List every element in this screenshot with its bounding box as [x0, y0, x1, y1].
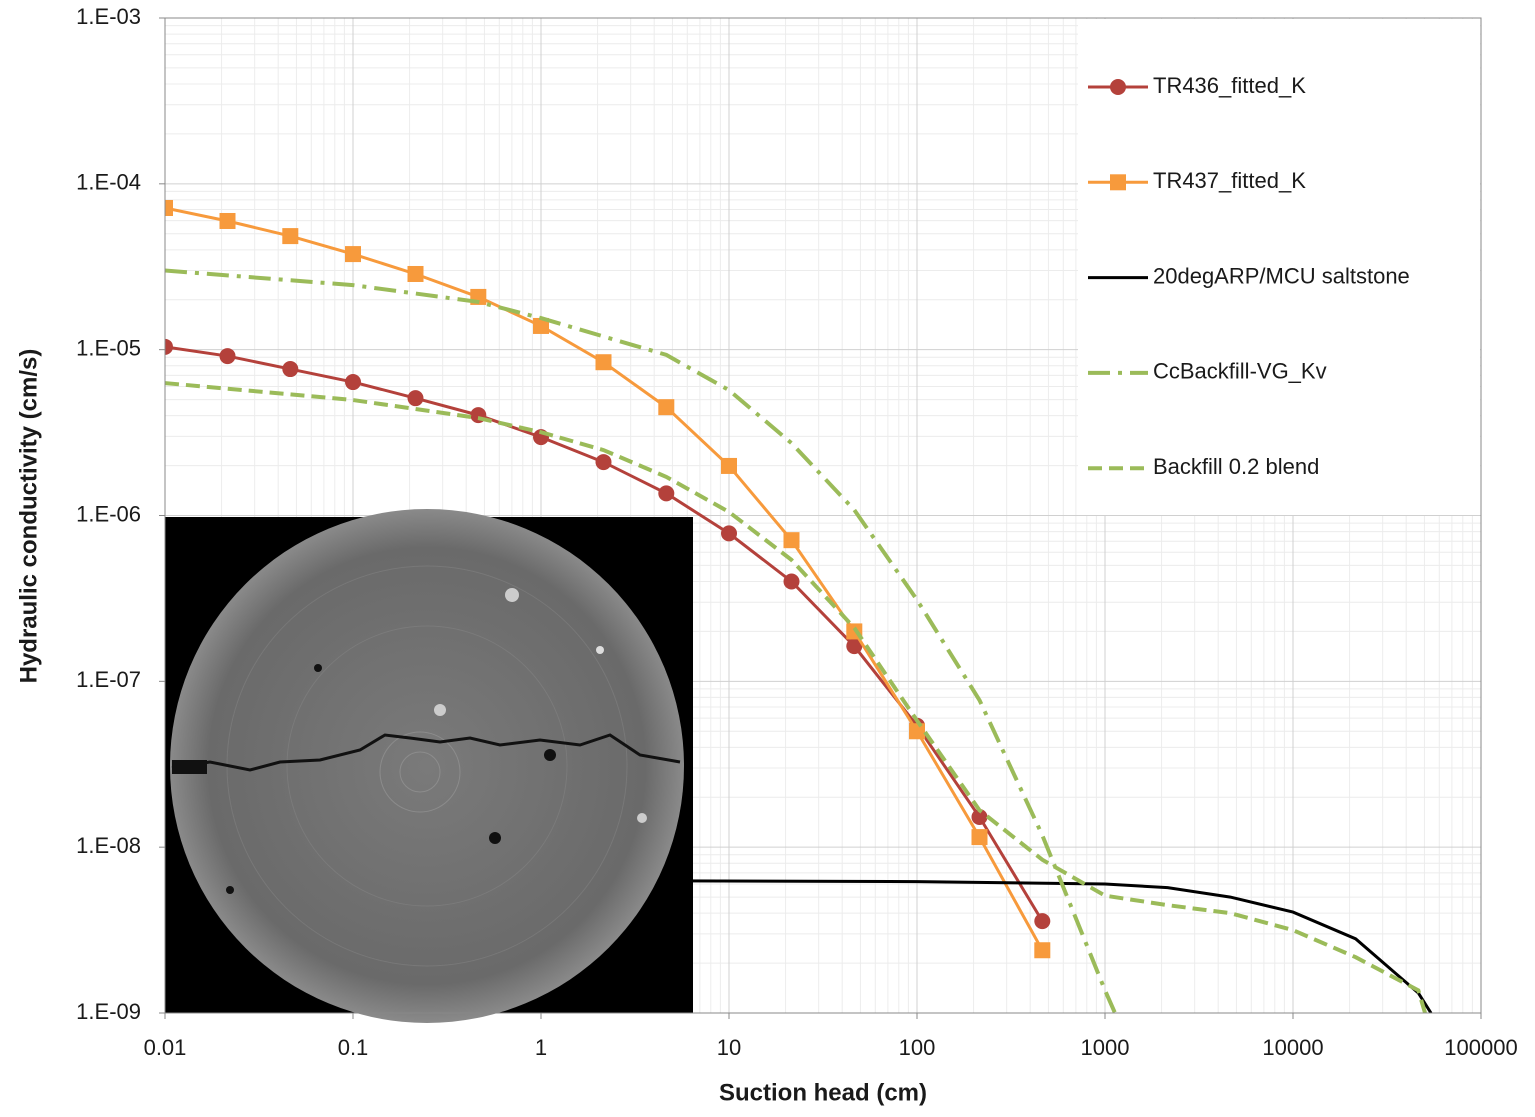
point: [721, 457, 737, 474]
x-tick-label: 1: [535, 1035, 547, 1060]
x-tick-label: 10000: [1262, 1035, 1323, 1060]
series-line: [165, 381, 1427, 1013]
x-tick-label: 10: [717, 1035, 741, 1060]
point: [407, 390, 424, 407]
point: [721, 525, 737, 542]
point: [407, 265, 424, 282]
plot-border: [164, 17, 1482, 1014]
legend-label: Backfill 0.2 blend: [1153, 454, 1319, 479]
series-line: [165, 877, 1433, 1013]
series-line: [165, 268, 1117, 1013]
point: [345, 246, 361, 263]
point: [658, 485, 675, 502]
y-tick-label: 1.E-06: [76, 501, 141, 526]
point: [533, 317, 549, 334]
point: [658, 399, 675, 416]
legend: TR436_fitted_K TR437_fitted_K 20degARP/MCU…: [1088, 73, 1410, 479]
point: [1034, 913, 1051, 930]
legend-label: TR437_fitted_K: [1153, 168, 1306, 193]
x-tick-label: 0.01: [144, 1035, 187, 1060]
x-tick-label: 100: [899, 1035, 936, 1060]
point: [909, 723, 925, 740]
point: [282, 228, 299, 245]
point: [219, 348, 236, 365]
point: [219, 212, 236, 229]
y-axis-title: Hydraulic conductivity (cm/s): [15, 349, 42, 684]
y-tick-label: 1.E-09: [76, 999, 141, 1024]
legend-label: TR436_fitted_K: [1153, 73, 1306, 98]
y-tick-label: 1.E-03: [76, 4, 141, 29]
y-tick-label: 1.E-08: [76, 833, 141, 858]
point: [165, 338, 173, 355]
y-tick-label: 1.E-07: [76, 667, 141, 692]
y-tick-label: 1.E-04: [76, 170, 141, 195]
point: [971, 809, 988, 826]
point: [846, 638, 863, 655]
y-tick-label: 1.E-05: [76, 335, 141, 360]
legend-label: CcBackfill-VG_Kv: [1153, 359, 1327, 384]
point: [165, 199, 173, 216]
point: [282, 361, 299, 378]
legend-label: 20degARP/MCU saltstone: [1153, 263, 1410, 288]
point: [1110, 79, 1126, 95]
x-axis-title: Suction head (cm): [719, 1079, 927, 1106]
axes: 0.01 0.1 1 10 100 1000 10000 100000 1.E-09 1.E-08…: [76, 4, 1518, 1060]
inset-image: [165, 509, 693, 1023]
point: [971, 829, 988, 846]
x-tick-label: 0.1: [338, 1035, 369, 1060]
x-tick-label: 100000: [1444, 1035, 1517, 1060]
point: [783, 573, 800, 590]
plot-lines: [165, 199, 1433, 1013]
legend-box: [1078, 19, 1480, 515]
point: [783, 532, 800, 549]
point: [595, 354, 612, 371]
point: [595, 454, 612, 471]
point: [1034, 942, 1051, 959]
point: [345, 374, 361, 391]
x-tick-label: 1000: [1081, 1035, 1130, 1060]
point: [1110, 174, 1126, 191]
